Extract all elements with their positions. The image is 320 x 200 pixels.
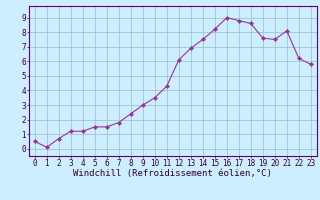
X-axis label: Windchill (Refroidissement éolien,°C): Windchill (Refroidissement éolien,°C)	[73, 169, 272, 178]
